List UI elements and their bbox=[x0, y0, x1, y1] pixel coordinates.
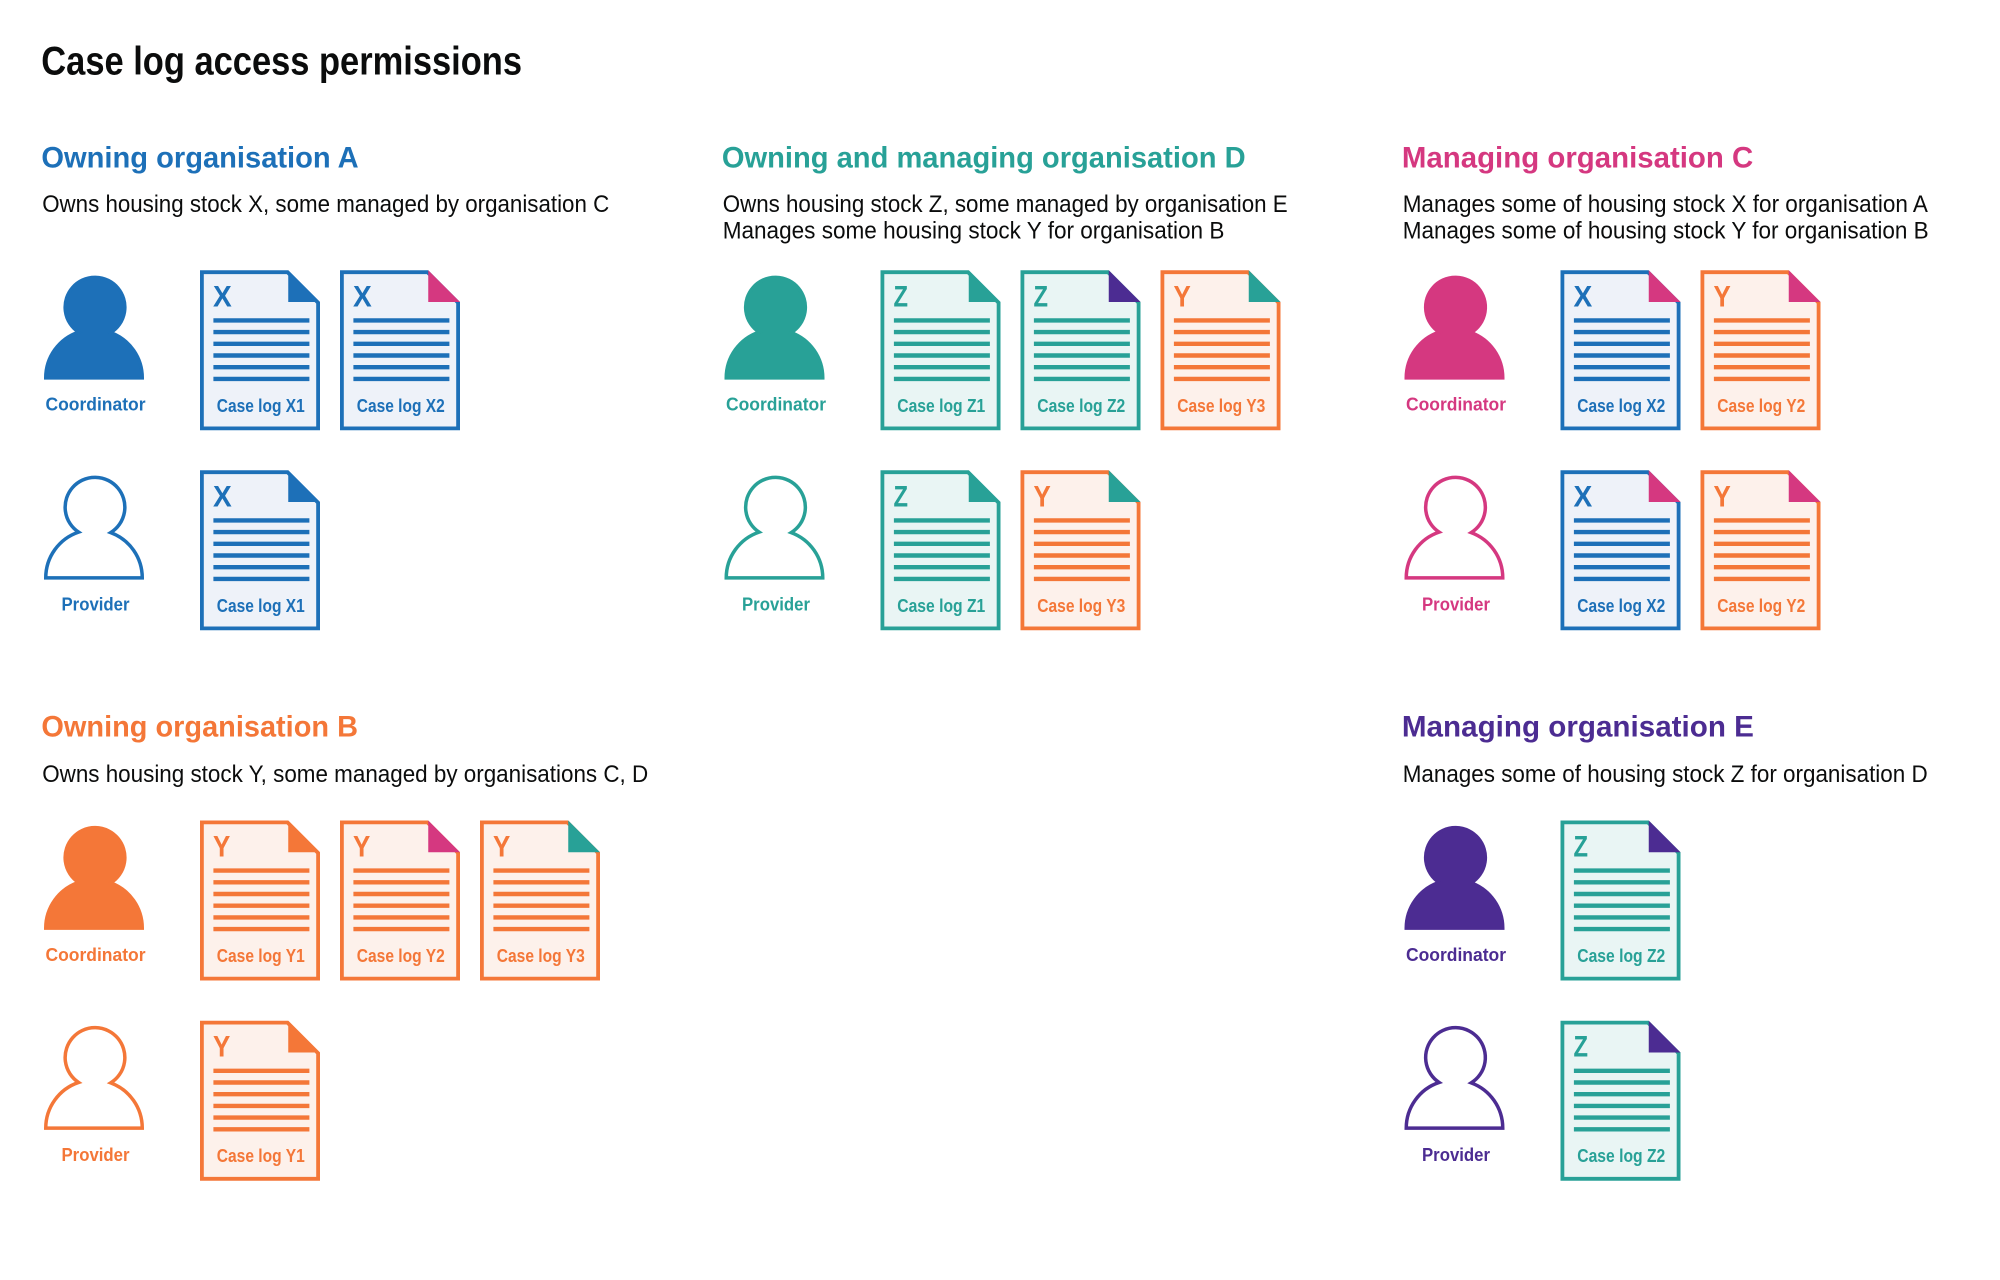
svg-text:Coordinator: Coordinator bbox=[1406, 945, 1506, 965]
svg-text:Y: Y bbox=[1174, 280, 1191, 313]
svg-text:Case log X2: Case log X2 bbox=[1577, 396, 1665, 416]
svg-text:Manages some housing stock Y f: Manages some housing stock Y for organis… bbox=[723, 218, 1225, 245]
svg-text:Case log Y2: Case log Y2 bbox=[1717, 396, 1805, 416]
svg-text:Provider: Provider bbox=[62, 1145, 130, 1165]
svg-text:Y: Y bbox=[213, 831, 230, 864]
svg-text:Provider: Provider bbox=[62, 595, 130, 615]
svg-text:Provider: Provider bbox=[1422, 1145, 1490, 1165]
svg-text:Case log X1: Case log X1 bbox=[217, 396, 305, 416]
svg-text:Case log Y1: Case log Y1 bbox=[217, 1146, 305, 1166]
svg-text:Provider: Provider bbox=[742, 595, 810, 615]
svg-text:Case log X2: Case log X2 bbox=[1577, 596, 1665, 616]
svg-text:Owns housing stock Y, some man: Owns housing stock Y, some managed by or… bbox=[42, 761, 648, 788]
svg-text:Manages some of housing stock: Manages some of housing stock Z for orga… bbox=[1403, 761, 1928, 788]
svg-text:Case log Y3: Case log Y3 bbox=[1177, 396, 1265, 416]
svg-text:Case log access permissions: Case log access permissions bbox=[41, 40, 522, 84]
svg-text:Owning and managing organisati: Owning and managing organisation D bbox=[722, 141, 1246, 174]
svg-text:Managing organisation E: Managing organisation E bbox=[1402, 711, 1754, 744]
svg-text:Z: Z bbox=[1034, 280, 1049, 313]
svg-text:Y: Y bbox=[1714, 280, 1731, 313]
svg-text:Manages some of housing stock: Manages some of housing stock X for orga… bbox=[1403, 191, 1928, 218]
svg-text:Z: Z bbox=[1574, 1031, 1589, 1064]
svg-text:X: X bbox=[353, 280, 372, 313]
svg-text:X: X bbox=[1574, 480, 1593, 513]
svg-text:Y: Y bbox=[353, 831, 370, 864]
svg-text:Case log X1: Case log X1 bbox=[217, 596, 305, 616]
svg-text:Z: Z bbox=[894, 280, 909, 313]
svg-text:Case log Y1: Case log Y1 bbox=[217, 946, 305, 966]
svg-text:Y: Y bbox=[1714, 480, 1731, 513]
svg-text:Provider: Provider bbox=[1422, 595, 1490, 615]
svg-text:Y: Y bbox=[1034, 480, 1051, 513]
svg-text:Case log Z1: Case log Z1 bbox=[897, 596, 985, 616]
svg-text:Managing organisation C: Managing organisation C bbox=[1402, 141, 1753, 174]
svg-text:Case log Z2: Case log Z2 bbox=[1577, 946, 1665, 966]
svg-text:Case log Y3: Case log Y3 bbox=[1037, 596, 1125, 616]
svg-text:X: X bbox=[213, 280, 232, 313]
svg-text:Case log Z1: Case log Z1 bbox=[897, 396, 985, 416]
svg-text:Y: Y bbox=[493, 831, 510, 864]
svg-text:X: X bbox=[213, 480, 232, 513]
svg-text:Case log Y2: Case log Y2 bbox=[1717, 596, 1805, 616]
svg-text:Case log Z2: Case log Z2 bbox=[1577, 1146, 1665, 1166]
svg-text:Case log Y3: Case log Y3 bbox=[497, 946, 585, 966]
svg-text:Owns housing stock X, some man: Owns housing stock X, some managed by or… bbox=[42, 191, 609, 218]
svg-text:Z: Z bbox=[894, 480, 909, 513]
svg-text:Case log Y2: Case log Y2 bbox=[357, 946, 445, 966]
svg-text:Case log X2: Case log X2 bbox=[357, 396, 445, 416]
svg-text:Owns housing stock Z, some man: Owns housing stock Z, some managed by or… bbox=[723, 191, 1288, 218]
svg-text:Coordinator: Coordinator bbox=[1406, 395, 1506, 415]
svg-text:Coordinator: Coordinator bbox=[46, 395, 146, 415]
svg-text:Manages some of housing stock: Manages some of housing stock Y for orga… bbox=[1403, 218, 1929, 245]
svg-text:Z: Z bbox=[1574, 831, 1589, 864]
svg-text:Coordinator: Coordinator bbox=[726, 395, 826, 415]
svg-text:Owning organisation A: Owning organisation A bbox=[41, 141, 358, 174]
svg-text:Y: Y bbox=[213, 1031, 230, 1064]
svg-text:Owning organisation B: Owning organisation B bbox=[41, 711, 358, 744]
svg-text:X: X bbox=[1574, 280, 1593, 313]
svg-text:Coordinator: Coordinator bbox=[46, 945, 146, 965]
svg-text:Case log Z2: Case log Z2 bbox=[1037, 396, 1125, 416]
